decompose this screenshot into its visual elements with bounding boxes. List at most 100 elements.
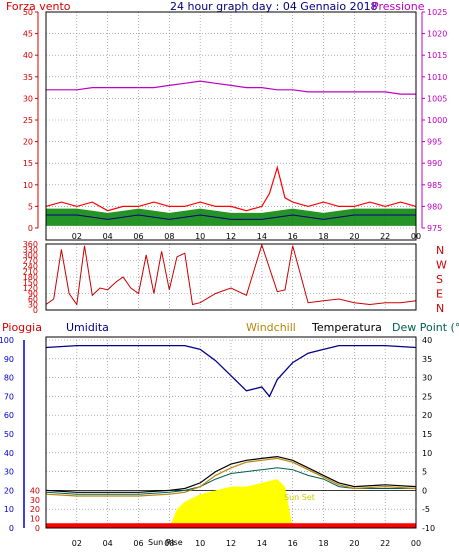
- humidity-tick-label: 0: [9, 524, 14, 533]
- direction-tick-label: 150: [23, 279, 38, 288]
- humidity-tick-label: 20: [4, 486, 14, 495]
- rain-tick-label: 10: [30, 515, 40, 524]
- top-panel-series: [45, 80, 417, 226]
- bottom-panel-series: [45, 344, 417, 528]
- rain-tick-label: 40: [30, 486, 40, 495]
- temperature-tick-label: -5: [422, 505, 430, 514]
- direction-tick-label: 60: [28, 295, 38, 304]
- temperature-tick-label: 5: [422, 468, 427, 477]
- dewpoint-label: Dew Point (°C: [392, 321, 459, 334]
- wind-tick-label: 45: [23, 30, 33, 39]
- top-panel-grid: 0510152025303540455097598098599099510001…: [23, 8, 448, 233]
- sunrise-label: Sun Rise: [148, 538, 183, 547]
- humidity-tick-label: 50: [4, 430, 14, 439]
- pressure-tick-label: 1005: [427, 94, 447, 103]
- time-axis-labels: 02 02 04 04 06 06 08 08 10 10 12 12 14 14 16 16 18 18 20 20…: [72, 232, 421, 548]
- top-time-label: 04: [103, 232, 113, 241]
- top-time-label: 06: [133, 232, 143, 241]
- temperature-tick-label: 0: [422, 486, 427, 495]
- rain-tick-label: 0: [35, 524, 40, 533]
- wind-activity-band: [46, 208, 416, 226]
- direction-tick-label: 30: [28, 301, 38, 310]
- pressure-tick-label: 1010: [427, 73, 447, 82]
- dewpoint-line: [45, 467, 416, 495]
- top-time-label: 08: [164, 232, 174, 241]
- sunset-label: Sun Set: [284, 493, 315, 502]
- top-time-label: 02: [72, 232, 82, 241]
- direction-tick-label: 180: [23, 273, 38, 282]
- pressure-tick-label: 1020: [427, 30, 447, 39]
- humidity-tick-label: 100: [0, 336, 14, 345]
- compass-label: W: [436, 259, 447, 272]
- wind-tick-label: 30: [23, 94, 33, 103]
- direction-tick-label: 0: [33, 306, 38, 315]
- bottom-time-label: 06: [133, 539, 143, 548]
- rain-label: Pioggia: [2, 321, 42, 334]
- pressure-line: [46, 80, 416, 95]
- pressure-tick-label: 980: [427, 202, 442, 211]
- top-time-label: 18: [318, 232, 328, 241]
- humidity-tick-label: 10: [4, 505, 14, 514]
- direction-tick-label: 270: [23, 257, 38, 266]
- direction-line: [45, 243, 417, 306]
- bottom-time-label: 08: [164, 539, 174, 548]
- wind-tick-label: 10: [23, 181, 33, 190]
- top-time-label: 00: [411, 232, 421, 241]
- header-wind-label: Forza vento: [6, 0, 71, 13]
- temperature-tick-label: 15: [422, 430, 432, 439]
- rain-tick-label: 30: [30, 496, 40, 505]
- temperature-line: [45, 455, 417, 493]
- pressure-tick-label: 985: [427, 181, 442, 190]
- bottom-time-label: 20: [349, 539, 359, 548]
- direction-tick-label: 330: [23, 246, 38, 255]
- bottom-time-label: 22: [380, 539, 390, 548]
- gust-line: [45, 165, 417, 212]
- direction-tick-label: 90: [28, 290, 38, 299]
- wind-tick-label: 25: [23, 116, 33, 125]
- solar-area: [169, 479, 293, 528]
- wind-tick-label: 20: [23, 138, 33, 147]
- top-time-label: 10: [195, 232, 205, 241]
- humidity-label: Umidita: [66, 321, 109, 334]
- humidity-tick-label: 40: [4, 449, 14, 458]
- header-pressure-label: Pressione: [372, 0, 425, 13]
- pressure-tick-label: 1015: [427, 51, 447, 60]
- temperature-tick-label: 20: [422, 411, 432, 420]
- top-time-label: 16: [288, 232, 298, 241]
- temperature-tick-label: 25: [422, 392, 432, 401]
- windchill-label: Windchill: [246, 321, 296, 334]
- rain-tick-label: 20: [30, 505, 40, 514]
- wind-tick-label: 5: [28, 202, 33, 211]
- bottom-panel-frame: [45, 336, 417, 529]
- humidity-tick-label: 80: [4, 374, 14, 383]
- pressure-tick-label: 990: [427, 159, 442, 168]
- bottom-time-label: 00: [411, 539, 421, 548]
- compass-label: E: [436, 288, 443, 301]
- avg-wind-line: [46, 214, 416, 220]
- top-panel-frame: [45, 11, 417, 241]
- header-title: 24 hour graph day : 04 Gennaio 2018: [170, 0, 378, 13]
- humidity-tick-label: 60: [4, 411, 14, 420]
- bottom-time-label: 04: [103, 539, 113, 548]
- temperature-tick-label: -10: [422, 524, 435, 533]
- pressure-tick-label: 1025: [427, 8, 447, 17]
- wind-tick-label: 0: [28, 224, 33, 233]
- bottom-time-label: 18: [318, 539, 328, 548]
- pressure-tick-label: 995: [427, 138, 442, 147]
- direction-panel-series: [45, 243, 417, 306]
- compass-label: S: [436, 273, 443, 286]
- humidity-tick-label: 90: [4, 355, 14, 364]
- bottom-time-label: 10: [195, 539, 205, 548]
- rain-bar: [46, 523, 416, 528]
- wind-tick-label: 50: [23, 8, 33, 17]
- direction-tick-label: 360: [23, 240, 38, 249]
- bottom-time-label: 14: [257, 539, 267, 548]
- pressure-tick-label: 1000: [427, 116, 447, 125]
- bottom-time-label: 16: [288, 539, 298, 548]
- temperature-tick-label: 30: [422, 374, 432, 383]
- compass-label: N: [436, 244, 444, 257]
- temperature-tick-label: 40: [422, 336, 432, 345]
- top-time-label: 20: [349, 232, 359, 241]
